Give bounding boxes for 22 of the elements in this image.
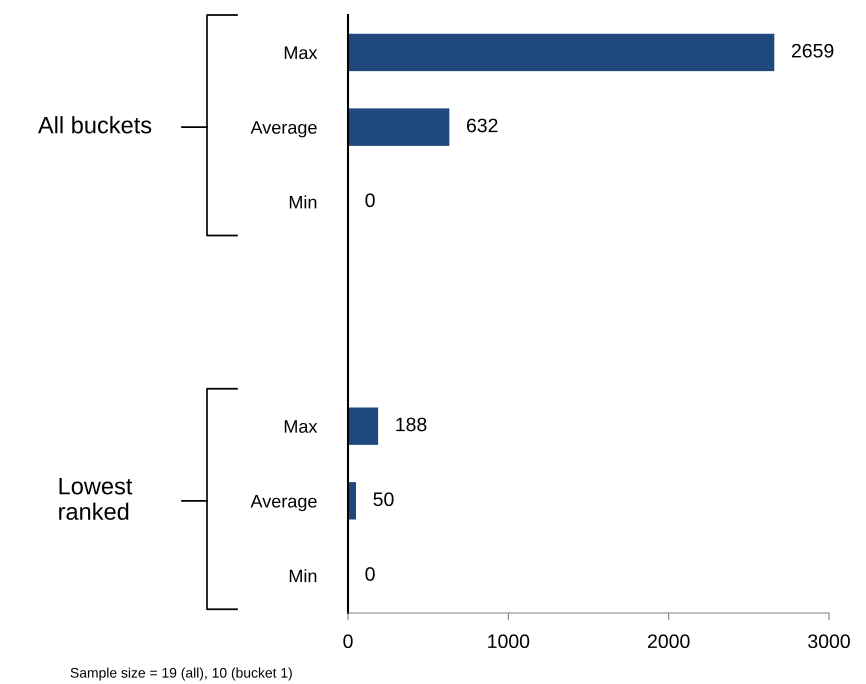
text: Lowest ranked xyxy=(59,478,132,520)
data-label: 2659 xyxy=(792,44,834,58)
data-label: 0 xyxy=(365,193,375,208)
text: All buckets xyxy=(38,116,152,134)
y-tick-label: Min xyxy=(290,195,316,208)
x-tick-label: 1000 xyxy=(488,634,530,648)
data-label: 50 xyxy=(373,492,394,506)
y-tick-label: Max xyxy=(284,46,318,60)
data-label: 632 xyxy=(466,118,498,132)
x-tick-label: 0 xyxy=(343,634,353,648)
y-tick-label: Average xyxy=(250,121,317,138)
bar xyxy=(348,34,774,72)
x-tick-label: 2000 xyxy=(648,634,690,648)
text: Sample size = 19 (all), 10 (bucket 1) xyxy=(70,668,292,680)
y-tick-label: Max xyxy=(284,420,318,433)
data-label: 188 xyxy=(396,418,426,432)
bar xyxy=(348,407,378,445)
x-tick-label: 3000 xyxy=(808,634,850,648)
y-tick-label: Average xyxy=(250,494,317,512)
bar xyxy=(348,108,450,146)
data-label: 0 xyxy=(365,567,375,581)
y-tick-label: Min xyxy=(290,569,316,582)
